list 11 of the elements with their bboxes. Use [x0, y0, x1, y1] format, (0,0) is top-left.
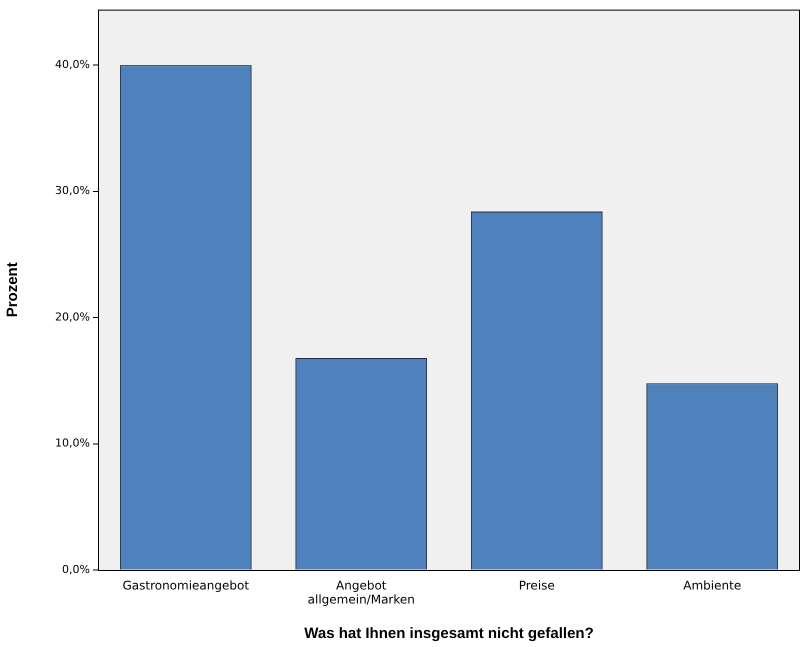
y-tick-label: 40,0% — [55, 58, 90, 71]
y-tick-label: 10,0% — [55, 436, 90, 450]
x-axis-title: Was hat Ihnen insgesamt nicht gefallen? — [304, 625, 594, 642]
y-tick-label: 30,0% — [55, 184, 90, 198]
x-tick-label: Angebot allgemein/Marken — [308, 578, 415, 607]
y-tick-label: 20,0% — [55, 310, 90, 324]
y-axis-title: Prozent — [4, 262, 22, 318]
x-tick-label: Preise — [518, 578, 555, 592]
x-tick-label: Gastronomieangebot — [122, 578, 250, 592]
x-tick-label: Ambiente — [683, 578, 742, 592]
y-tick-label: 0,0% — [62, 562, 90, 576]
